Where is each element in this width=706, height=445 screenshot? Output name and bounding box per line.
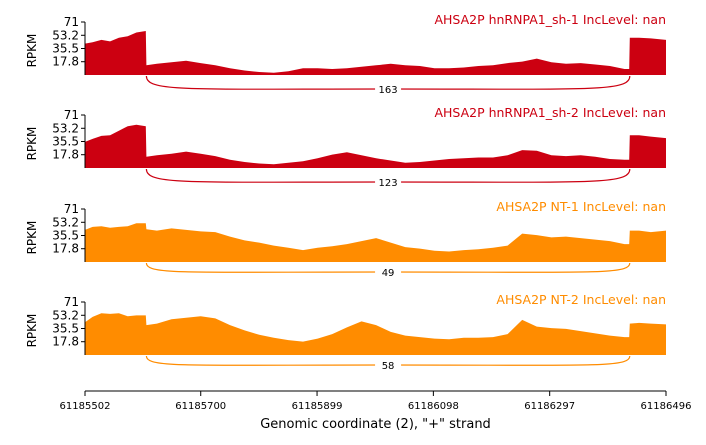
x-tick-label: 61185899 [292, 401, 343, 412]
junction-count-label: 58 [382, 361, 395, 372]
junction-label-bg [375, 83, 402, 95]
y-tick-label: 17.8 [52, 242, 79, 256]
y-axis-label: RPKM [25, 221, 39, 255]
track-title: AHSA2P NT-1 IncLevel: nan [496, 199, 666, 214]
x-tick-label: 61186496 [641, 401, 692, 412]
y-tick-label: 35.5 [52, 229, 79, 243]
junction-label-bg [375, 176, 402, 188]
y-tick-label: 71 [64, 15, 79, 29]
y-tick-label: 35.5 [52, 135, 79, 149]
y-axis-label: RPKM [25, 314, 39, 348]
junction-count-label: 163 [379, 85, 398, 96]
junction-label-bg [375, 266, 402, 278]
junction-count-label: 49 [382, 268, 395, 279]
y-tick-label: 53.2 [52, 28, 79, 42]
y-tick-label: 35.5 [52, 42, 79, 56]
y-axis-label: RPKM [25, 34, 39, 68]
y-tick-label: 71 [64, 295, 79, 309]
x-tick-label: 61186098 [408, 401, 459, 412]
coverage-area [85, 31, 666, 75]
x-axis-label: Genomic coordinate (2), "+" strand [260, 417, 491, 432]
coverage-area [85, 223, 666, 262]
y-tick-label: 71 [64, 108, 79, 122]
coverage-area [85, 124, 666, 168]
x-tick-label: 61185700 [175, 401, 226, 412]
y-tick-label: 71 [64, 202, 79, 216]
coverage-area [85, 313, 666, 355]
junction-label-bg [375, 359, 402, 371]
y-tick-label: 17.8 [52, 148, 79, 162]
y-tick-label: 35.5 [52, 322, 79, 336]
y-axis-label: RPKM [25, 127, 39, 161]
y-tick-label: 53.2 [52, 215, 79, 229]
track-title: AHSA2P hnRNPA1_sh-1 IncLevel: nan [434, 12, 666, 27]
x-axis: 61185502 61185700 61185899 61186098 61186297… [60, 390, 692, 432]
y-tick-label: 53.2 [52, 121, 79, 135]
y-tick-label: 17.8 [52, 55, 79, 69]
y-tick-label: 53.2 [52, 308, 79, 322]
track-title: AHSA2P hnRNPA1_sh-2 IncLevel: nan [434, 105, 666, 120]
y-tick-label: 17.8 [52, 335, 79, 349]
x-tick-label: 61185502 [60, 401, 111, 412]
junction-count-label: 123 [379, 178, 398, 189]
track-title: AHSA2P NT-2 IncLevel: nan [496, 292, 666, 307]
x-tick-label: 61186297 [524, 401, 575, 412]
